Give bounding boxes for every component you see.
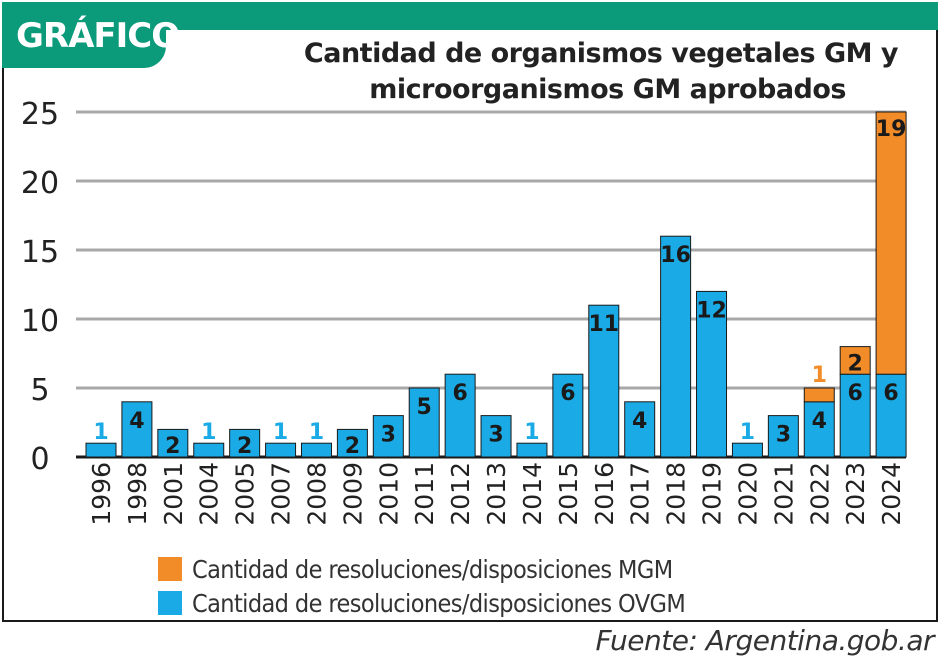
bar-mgm-2022: [803, 387, 835, 403]
y-tick-label: 5: [30, 373, 49, 408]
data-label-ovgm-2001: 2: [165, 434, 180, 459]
x-tick-label: 2013: [482, 462, 511, 526]
legend-label-ovgm: Cantidad de resoluciones/disposiciones O…: [192, 588, 686, 618]
y-tick-label: 0: [30, 442, 49, 477]
bar-ovgm-2014: [516, 442, 548, 458]
bar-ovgm-2019: [696, 290, 728, 458]
data-label-ovgm-2019: 12: [696, 298, 727, 323]
data-label-ovgm-2021: 3: [776, 423, 791, 448]
x-tick-label: 2009: [338, 462, 367, 526]
data-label-mgm-2024: 19: [876, 117, 907, 142]
data-label-ovgm-2020: 1: [740, 420, 755, 445]
source-note: Fuente: Argentina.gob.ar: [595, 624, 935, 657]
data-label-ovgm-2011: 5: [417, 395, 432, 420]
bar-ovgm-2001: [157, 428, 189, 458]
x-tick-label: 2019: [698, 462, 727, 526]
bar-ovgm-2009: [336, 428, 368, 458]
x-tick-label: 2014: [518, 462, 547, 526]
x-tick-label: 2008: [302, 462, 331, 526]
y-tick-label: 25: [21, 97, 59, 132]
bar-ovgm-2024: [875, 373, 907, 458]
y-axis-tick-labels: 0 5 10 15 20 25: [21, 97, 59, 477]
x-tick-label: 2022: [805, 462, 834, 526]
bar-ovgm-1996: [85, 442, 117, 458]
x-tick-label: 2017: [626, 462, 655, 526]
chart-title-line-2: microorganismos GM aprobados: [369, 74, 846, 105]
bar-ovgm-2023: [839, 373, 871, 458]
data-label-ovgm-2018: 16: [660, 243, 691, 268]
data-label-ovgm-2016: 11: [588, 312, 619, 337]
legend: Cantidad de resoluciones/disposiciones M…: [158, 552, 686, 620]
x-tick-label: 2020: [733, 462, 762, 526]
bar-ovgm-2012: [444, 373, 476, 458]
bar-ovgm-2022: [803, 401, 835, 458]
data-label-ovgm-1998: 4: [129, 409, 144, 434]
bar-ovgm-2018: [660, 235, 692, 458]
gridlines: [76, 110, 906, 459]
data-label-ovgm-2017: 4: [632, 409, 647, 434]
y-tick-label: 10: [21, 304, 59, 339]
x-tick-label: 1996: [87, 462, 116, 526]
chart-title-line-1: Cantidad de organismos vegetales GM y: [303, 38, 899, 69]
x-axis-tick-labels: 1996 1998 2001 2004 2005 2007 2008 2009 2010 2011…: [87, 462, 906, 526]
data-label-ovgm-2009: 2: [345, 434, 360, 459]
bar-ovgm-2021: [767, 415, 799, 458]
chart-frame: [2, 2, 938, 622]
data-label-mgm-2023: 2: [848, 352, 863, 377]
legend-label-mgm: Cantidad de resoluciones/disposiciones M…: [192, 554, 673, 584]
x-tick-label: 2021: [769, 462, 798, 526]
data-label-ovgm-2014: 1: [524, 420, 539, 445]
bar-ovgm-1998: [121, 401, 153, 458]
bar-ovgm-2013: [480, 415, 512, 458]
data-label-ovgm-2004: 1: [201, 420, 216, 445]
bar-ovgm-2017: [624, 401, 656, 458]
x-tick-label: 2016: [590, 462, 619, 526]
bar-ovgm-2005: [229, 428, 261, 458]
data-label-ovgm-2007: 1: [273, 420, 288, 445]
data-label-ovgm-2008: 1: [309, 420, 324, 445]
bar-ovgm-2007: [265, 442, 297, 458]
x-tick-label: 2007: [267, 462, 296, 526]
x-tick-label: 2001: [159, 462, 188, 526]
bar-mgm-2023: [839, 346, 871, 375]
y-tick-label: 20: [21, 166, 59, 201]
legend-item-ovgm: Cantidad de resoluciones/disposiciones O…: [158, 586, 686, 620]
bar-ovgm-2020: [731, 442, 763, 458]
data-label-ovgm-2012: 6: [452, 381, 467, 406]
x-tick-label: 2010: [374, 462, 403, 526]
bar-ovgm-2008: [300, 442, 332, 458]
data-label-ovgm-2015: 6: [560, 381, 575, 406]
data-label-ovgm-1996: 1: [93, 420, 108, 445]
bar-ovgm-2010: [372, 415, 404, 458]
bar-ovgm-2015: [552, 373, 584, 458]
x-tick-label: 2015: [554, 462, 583, 526]
bar-ovgm-2004: [193, 442, 225, 458]
tab-label: GRÁFICO: [16, 16, 180, 56]
x-tick-label: 2011: [410, 462, 439, 526]
data-label-ovgm-2023: 6: [848, 381, 863, 406]
bar-mgm-2024: [875, 111, 907, 375]
x-tick-label: 1998: [123, 462, 152, 526]
data-label-ovgm-2013: 3: [488, 423, 503, 448]
x-tick-label: 2012: [446, 462, 475, 526]
data-label-ovgm-2024: 6: [883, 381, 898, 406]
x-tick-label: 2024: [877, 462, 906, 526]
data-label-ovgm-2005: 2: [237, 434, 252, 459]
header-tab: GRÁFICO: [2, 2, 180, 68]
data-label-ovgm-2022: 4: [812, 409, 827, 434]
bar-ovgm-2016: [588, 304, 620, 458]
data-label-ovgm-2010: 3: [381, 423, 396, 448]
x-tick-label: 2023: [841, 462, 870, 526]
x-tick-label: 2005: [231, 462, 260, 526]
legend-swatch-ovgm: [158, 591, 182, 615]
bar-ovgm-2011: [408, 387, 440, 458]
legend-item-mgm: Cantidad de resoluciones/disposiciones M…: [158, 552, 685, 586]
y-tick-label: 15: [21, 235, 59, 270]
x-tick-label: 2004: [195, 462, 224, 526]
legend-swatch-mgm: [158, 557, 182, 581]
data-label-mgm-2022: 1: [812, 363, 827, 388]
x-tick-label: 2018: [662, 462, 691, 526]
